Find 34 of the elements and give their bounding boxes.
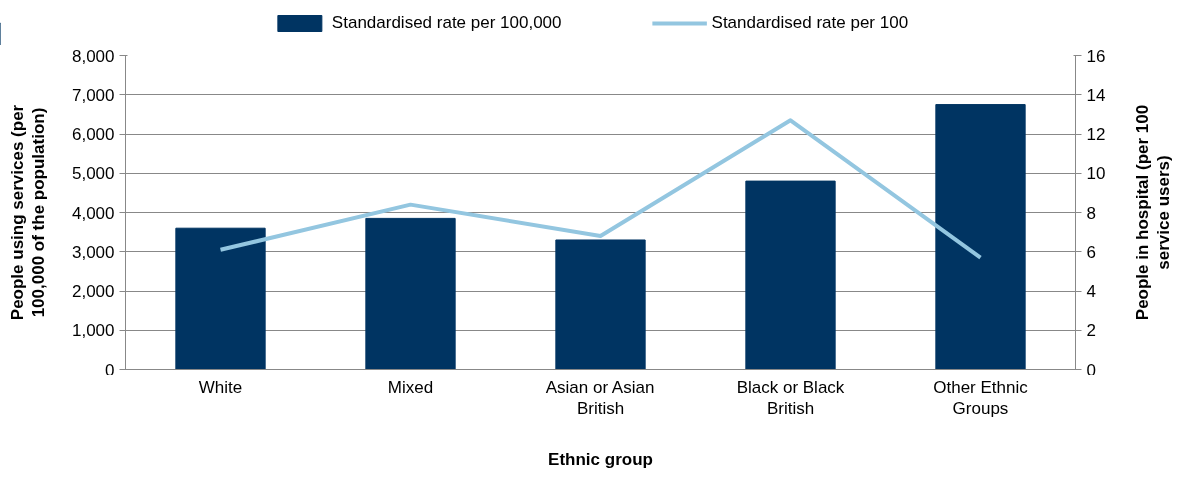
y-tick-label: 3,000 bbox=[71, 242, 115, 262]
y2-tick-label: 14 bbox=[1086, 85, 1106, 105]
x-tick-label: Other Ethnic Groups bbox=[933, 378, 1029, 419]
y2-tick-label: 6 bbox=[1086, 242, 1096, 262]
y-tick-label: 0 bbox=[105, 360, 115, 380]
legend-label: Standardised rate per 100 bbox=[711, 12, 909, 33]
y2-tick-label: 4 bbox=[1086, 282, 1096, 301]
x-axis-title: Ethnic group bbox=[548, 449, 653, 469]
y2-tick-label: 16 bbox=[1086, 46, 1106, 66]
bar bbox=[175, 227, 266, 370]
x-tick-label: Black or Black British bbox=[736, 378, 845, 419]
bar bbox=[555, 239, 646, 370]
bar bbox=[935, 104, 1026, 370]
y2-axis-title: People in hospital (per 100 service users) bbox=[1133, 104, 1173, 321]
x-tick-label: Mixed bbox=[387, 378, 434, 398]
bar bbox=[745, 180, 836, 370]
y-tick-label: 7,000 bbox=[71, 85, 115, 105]
bar bbox=[365, 217, 456, 370]
x-tick-label: Asian or Asian British bbox=[545, 378, 655, 419]
y-tick-label: 1,000 bbox=[71, 321, 115, 341]
y2-tick-label: 2 bbox=[1086, 321, 1096, 341]
y2-tick-label: 10 bbox=[1086, 164, 1106, 184]
x-tick-label: White bbox=[198, 378, 243, 398]
y2-tick-label: 8 bbox=[1086, 203, 1096, 223]
y-tick-label: 5,000 bbox=[71, 164, 115, 184]
y2-tick-label: 12 bbox=[1086, 125, 1106, 144]
line-series bbox=[218, 118, 983, 260]
y2-tick-label: 0 bbox=[1086, 360, 1096, 380]
legend-label: Standardised rate per 100,000 bbox=[331, 12, 562, 33]
y-tick-label: 2,000 bbox=[71, 282, 115, 301]
y-axis-title: People using services (per 100,000 of the population) bbox=[8, 104, 48, 321]
y-tick-label: 8,000 bbox=[71, 46, 115, 66]
y-tick-label: 4,000 bbox=[71, 203, 115, 223]
y-tick-label: 6,000 bbox=[71, 125, 115, 144]
